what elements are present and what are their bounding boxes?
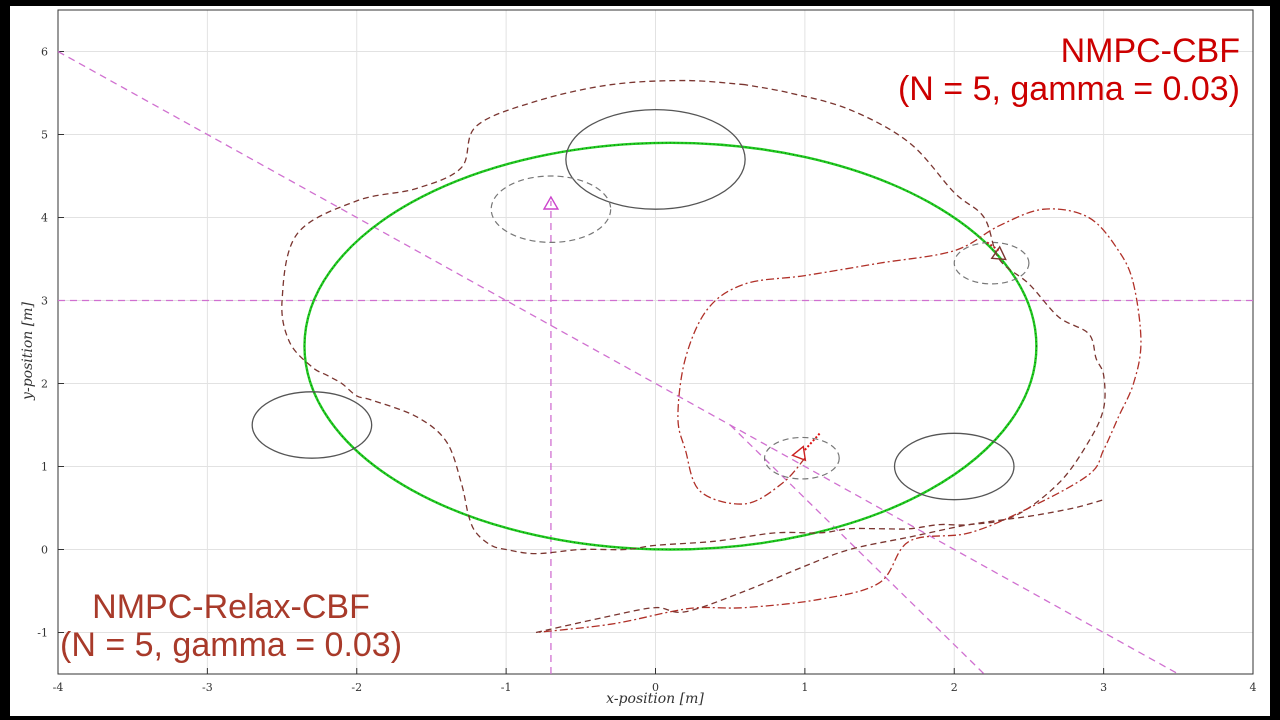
nmpc-relax-cbf-annotation: NMPC-Relax-CBF (N = 5, gamma = 0.03) [60,588,402,664]
x-tick-label: -3 [202,681,213,694]
y-tick-label: 2 [41,378,48,391]
y-tick-label: 3 [41,295,48,308]
nmpc-relax-cbf-params: (N = 5, gamma = 0.03) [60,626,403,664]
nmpc-cbf-params: (N = 5, gamma = 0.03) [897,70,1240,108]
y-tick-label: 4 [41,212,48,225]
obstacle-circle [893,432,1015,501]
y-axis-label: y-position [m] [20,302,36,401]
y-tick-label: 0 [41,544,48,557]
nmpc-cbf-title: NMPC-CBF [1060,32,1240,70]
x-tick-label: 2 [951,681,958,694]
x-tick-label: -1 [501,681,512,694]
trajectory-line [281,79,1106,555]
y-tick-label: -1 [37,627,48,640]
trajectory-line [535,499,1104,634]
x-tick-label: 1 [801,681,808,694]
obstacle-circle [565,108,746,210]
trajectory-plot: -4 -3 -2 -1 0 1 2 3 4 -1 0 1 2 3 4 5 6 x-position [m] y-… [20,9,1257,707]
y-tick-label: 5 [41,129,48,142]
prediction-horizon [986,241,1000,252]
x-axis-label: x-position [m] [606,691,704,707]
x-tick-label: 3 [1100,681,1107,694]
nmpc-cbf-annotation: NMPC-CBF (N = 5, gamma = 0.03) [898,32,1240,108]
prediction-horizon [804,432,821,451]
nmpc-relax-cbf-title: NMPC-Relax-CBF [92,588,370,626]
trajectory-line [535,208,1142,634]
safety-circle [763,436,840,480]
grid [57,10,1254,674]
x-tick-label: -2 [351,681,362,694]
reference-circle-dots [303,142,1037,550]
y-tick-label: 1 [41,461,48,474]
vehicle-marker-relax [990,245,1007,261]
x-tick-label: -4 [53,681,64,694]
reference-line [57,50,1179,675]
reference-circle [303,141,1038,551]
trajectories [281,79,1142,634]
y-tick-label: 6 [41,46,48,59]
axes [57,9,1254,675]
obstacles [251,108,1038,551]
vehicle-marker-reference [542,195,560,210]
vehicle-marker-cbf [791,445,807,462]
safety-circle [953,241,1030,285]
figure-canvas: -4 -3 -2 -1 0 1 2 3 4 -1 0 1 2 3 4 5 6 x-position [m] y-… [10,6,1270,716]
x-tick-label: 0 [652,681,659,694]
safety-circle [490,175,612,244]
obstacle-circle [251,391,373,459]
reference-lines [57,50,1253,675]
tick-labels: -4 -3 -2 -1 0 1 2 3 4 -1 0 1 2 3 4 5 6 [37,46,1256,695]
x-tick-label: 4 [1250,681,1257,694]
